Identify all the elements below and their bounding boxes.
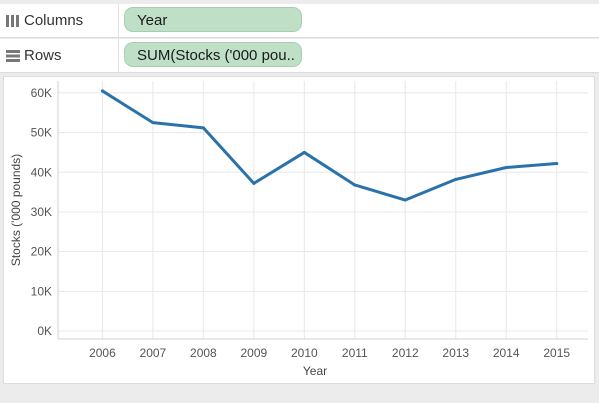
x-tick-label: 2014 bbox=[493, 346, 520, 360]
x-tick-label: 2011 bbox=[342, 346, 368, 360]
data-point bbox=[353, 183, 357, 187]
x-tick-label: 2008 bbox=[190, 346, 217, 360]
shelf-divider bbox=[118, 4, 119, 37]
data-point bbox=[100, 89, 104, 93]
data-point bbox=[201, 126, 205, 130]
rows-shelf-label: Rows bbox=[24, 47, 62, 64]
data-point bbox=[555, 162, 559, 166]
shelf-divider bbox=[118, 39, 119, 72]
data-point bbox=[151, 121, 155, 125]
data-point bbox=[252, 181, 256, 185]
columns-icon bbox=[6, 14, 19, 27]
data-point bbox=[403, 198, 407, 202]
x-tick-label: 2006 bbox=[89, 346, 116, 360]
columns-shelf: Columns Year bbox=[0, 4, 599, 38]
rows-shelf: Rows SUM(Stocks ('000 pou.. bbox=[0, 39, 599, 73]
y-tick-label: 50K bbox=[31, 126, 52, 140]
x-tick-label: 2013 bbox=[442, 346, 469, 360]
columns-shelf-label-area: Columns bbox=[0, 4, 118, 37]
x-tick-label: 2007 bbox=[140, 346, 167, 360]
y-tick-label: 20K bbox=[31, 245, 52, 259]
line-chart: 0K 10K 20K 30K 40K 50K 60K 2006 2007 2008 2009 2010… bbox=[9, 81, 588, 378]
x-tick-label: 2015 bbox=[543, 346, 570, 360]
y-tick-label: 10K bbox=[31, 284, 52, 298]
stocks-series-line bbox=[100, 89, 559, 202]
x-tick-label: 2010 bbox=[291, 346, 318, 360]
y-tick-label: 30K bbox=[31, 205, 52, 219]
x-tick-label: 2012 bbox=[392, 346, 419, 360]
data-point bbox=[302, 150, 306, 154]
rows-icon bbox=[6, 49, 20, 62]
x-tick-label: 2009 bbox=[240, 346, 267, 360]
y-tick-label: 0K bbox=[37, 324, 52, 338]
columns-shelf-label: Columns bbox=[24, 12, 84, 29]
y-axis-title: Stocks ('000 pounds) bbox=[9, 154, 23, 266]
data-point bbox=[504, 166, 508, 170]
chart-panel: 0K 10K 20K 30K 40K 50K 60K 2006 2007 2008 2009 2010… bbox=[3, 76, 595, 384]
columns-pill-year[interactable]: Year bbox=[124, 7, 302, 32]
data-point bbox=[454, 177, 458, 181]
rows-shelf-label-area: Rows bbox=[0, 39, 118, 72]
x-axis-title: Year bbox=[303, 364, 327, 378]
rows-pill-stocks[interactable]: SUM(Stocks ('000 pou.. bbox=[124, 42, 302, 67]
y-tick-label: 40K bbox=[31, 165, 52, 179]
y-tick-label: 60K bbox=[31, 86, 52, 100]
